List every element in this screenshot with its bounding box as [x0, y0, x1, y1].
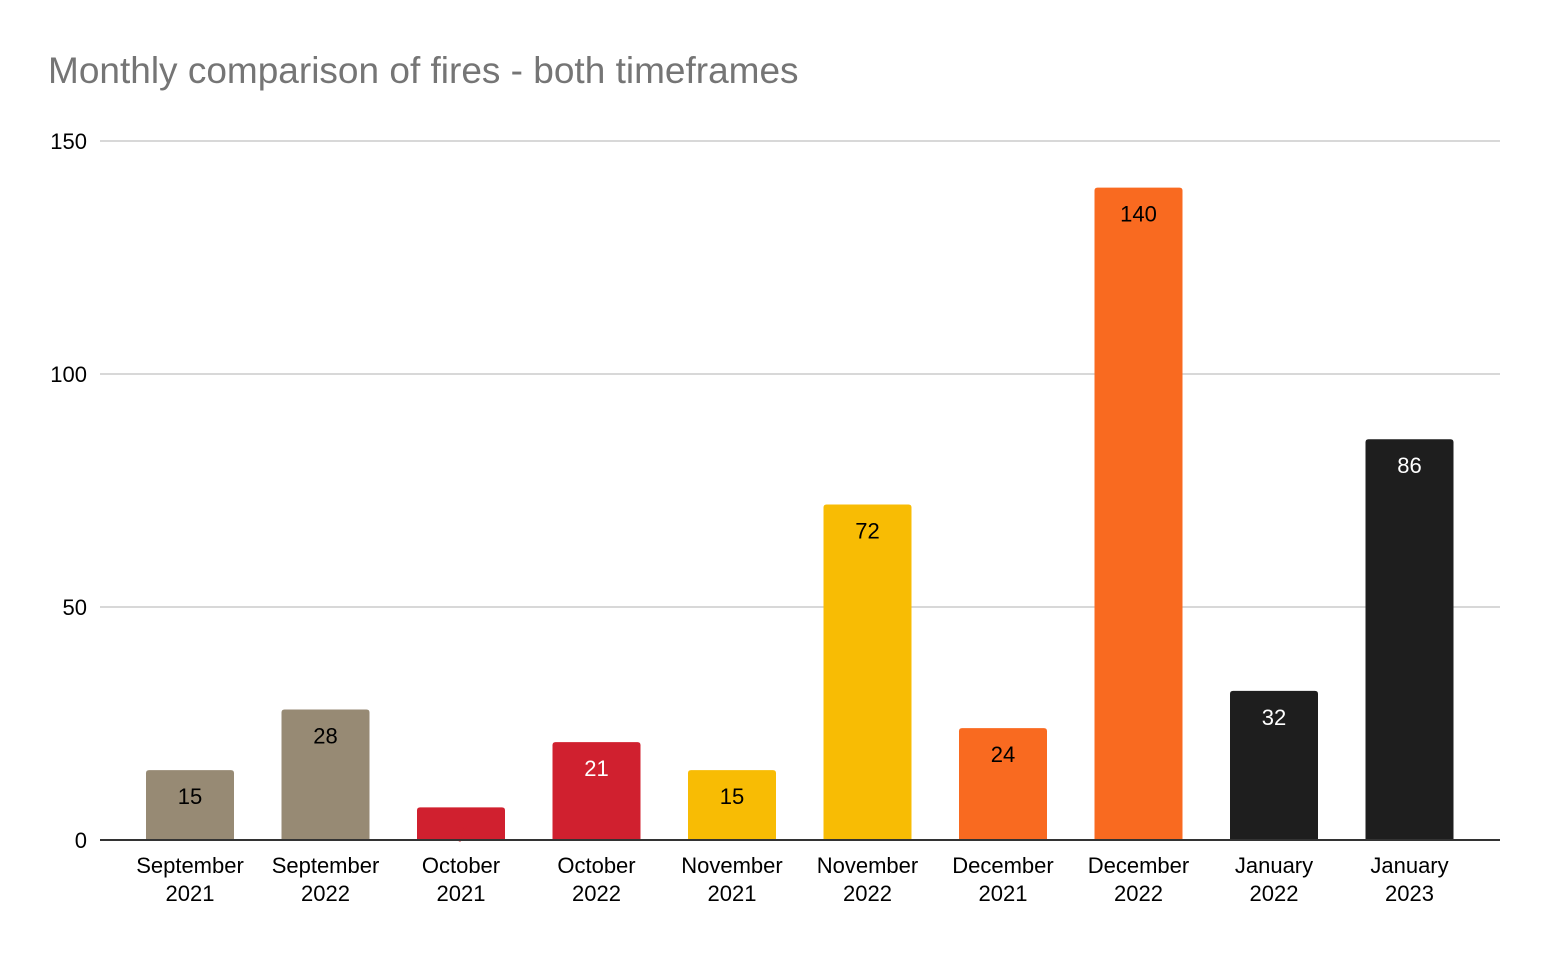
y-tick-label: 100: [50, 362, 87, 387]
x-tick-label: December 2022: [1088, 853, 1189, 906]
x-tick-label: October 2021: [422, 853, 500, 906]
bar: [552, 742, 641, 840]
bar: [1365, 439, 1454, 840]
data-label: 86: [1397, 453, 1421, 478]
x-tick-label: November 2021: [681, 853, 782, 906]
bar: [959, 728, 1047, 840]
bar: [688, 770, 776, 840]
data-label: 15: [720, 784, 744, 809]
y-tick-label: 150: [50, 129, 87, 154]
y-tick-label: 50: [63, 595, 87, 620]
data-labels: 15 28 7 21 15 72 24 140 32 86: [178, 202, 1422, 847]
gridlines: [100, 140, 1500, 608]
bar: [1230, 690, 1318, 840]
bar: [417, 807, 505, 840]
y-axis-ticks: 0 50 100 150: [50, 129, 87, 853]
x-tick-label: October 2022: [557, 853, 635, 906]
bar: [823, 504, 912, 840]
bar: [146, 770, 234, 840]
data-label: 7: [455, 821, 467, 846]
x-tick-label: December 2021: [952, 853, 1053, 906]
bar: [1094, 187, 1183, 841]
x-tick-label: November 2022: [817, 853, 918, 906]
data-label: 24: [991, 742, 1015, 767]
data-label: 140: [1120, 202, 1157, 227]
bar: [281, 709, 370, 840]
y-tick-label: 0: [75, 828, 87, 853]
bars: [146, 187, 1454, 841]
data-label: 72: [855, 518, 879, 543]
x-tick-label: January 2022: [1235, 853, 1313, 906]
data-label: 32: [1262, 705, 1286, 730]
x-tick-label: January 2023: [1370, 853, 1448, 906]
data-label: 15: [178, 784, 202, 809]
chart-title: Monthly comparison of fires - both timef…: [48, 50, 799, 91]
x-tick-label: September 2022: [272, 853, 380, 906]
data-label: 21: [584, 756, 608, 781]
data-label: 28: [313, 724, 337, 749]
x-tick-label: September 2021: [136, 853, 244, 906]
x-axis-labels: September 2021 September 2022 October 2021 Oct…: [136, 853, 1448, 906]
